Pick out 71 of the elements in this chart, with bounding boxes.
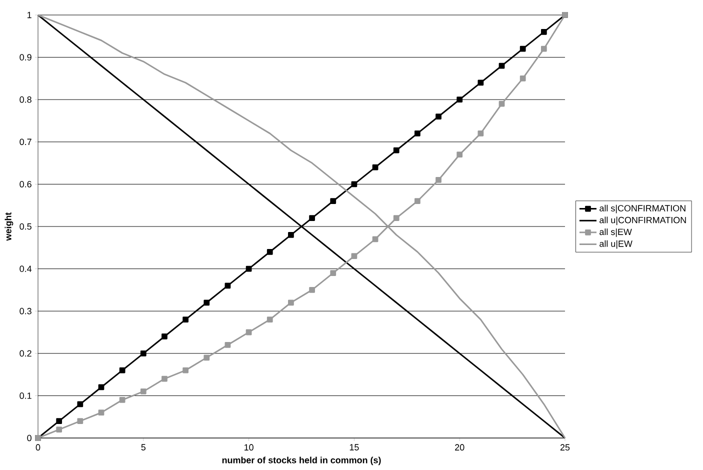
point bbox=[436, 177, 442, 183]
y-tick-label: 0.8 bbox=[20, 96, 32, 103]
y-tick-label: 0.9 bbox=[20, 54, 32, 60]
point bbox=[309, 215, 315, 221]
point bbox=[98, 384, 104, 390]
point bbox=[77, 418, 84, 424]
x-tick-label: 10 bbox=[244, 444, 254, 451]
x-tick-label: 20 bbox=[455, 444, 464, 451]
point bbox=[77, 401, 84, 408]
y-axis-title: weight bbox=[4, 212, 14, 241]
point bbox=[266, 248, 273, 255]
y-tick-label: 0.4 bbox=[20, 266, 32, 272]
point bbox=[498, 62, 505, 69]
point bbox=[540, 46, 547, 52]
point bbox=[224, 342, 231, 348]
point bbox=[456, 96, 463, 103]
point bbox=[330, 198, 336, 204]
point bbox=[266, 316, 273, 322]
point bbox=[351, 181, 358, 188]
point bbox=[182, 316, 189, 322]
y-tick-label: 1 bbox=[28, 12, 32, 18]
point bbox=[224, 282, 231, 289]
x-tick-label: 5 bbox=[141, 444, 146, 450]
point bbox=[119, 396, 126, 403]
x-tick-label: 15 bbox=[350, 444, 359, 450]
point bbox=[204, 300, 210, 306]
point bbox=[330, 270, 336, 276]
point bbox=[56, 418, 62, 424]
point bbox=[162, 334, 168, 340]
y-tick-label: 0.7 bbox=[20, 138, 32, 146]
point bbox=[436, 114, 442, 120]
point bbox=[393, 147, 400, 154]
point bbox=[478, 130, 484, 136]
point bbox=[140, 388, 146, 394]
point bbox=[520, 76, 526, 82]
point bbox=[414, 198, 420, 204]
point bbox=[204, 354, 210, 361]
point bbox=[478, 80, 484, 86]
point bbox=[162, 376, 168, 382]
point bbox=[540, 28, 547, 35]
x-tick-label: 0 bbox=[36, 444, 40, 451]
y-tick-label: 0.6 bbox=[20, 181, 32, 188]
legend-label: all u|CONFIRMATION bbox=[600, 216, 686, 226]
x-axis-title: number of stocks held in common (s) bbox=[222, 456, 381, 466]
point bbox=[372, 164, 378, 170]
x-tick-label: 25 bbox=[560, 444, 570, 451]
y-tick-label: 0.5 bbox=[20, 223, 32, 230]
point bbox=[351, 253, 358, 260]
point bbox=[140, 350, 146, 356]
point bbox=[119, 367, 126, 374]
point bbox=[456, 152, 463, 158]
y-tick-label: 0.1 bbox=[20, 392, 32, 399]
y-tick-label: 0.2 bbox=[20, 350, 32, 357]
legend-label: all u|EW bbox=[600, 240, 632, 249]
point bbox=[56, 426, 62, 432]
point bbox=[393, 215, 400, 221]
point bbox=[520, 46, 526, 52]
y-tick-label: 0.3 bbox=[20, 308, 32, 314]
point bbox=[414, 130, 420, 136]
point bbox=[498, 100, 505, 107]
point bbox=[372, 236, 378, 242]
point bbox=[246, 329, 252, 336]
y-tick-label: 0 bbox=[27, 434, 32, 442]
legend-label: all s|CONFIRMATION bbox=[600, 204, 686, 214]
point bbox=[288, 232, 294, 238]
point bbox=[246, 266, 252, 272]
point bbox=[288, 300, 294, 306]
legend-label: all s|EW bbox=[600, 228, 632, 237]
point bbox=[182, 367, 189, 374]
point bbox=[309, 287, 315, 293]
point bbox=[98, 410, 104, 416]
